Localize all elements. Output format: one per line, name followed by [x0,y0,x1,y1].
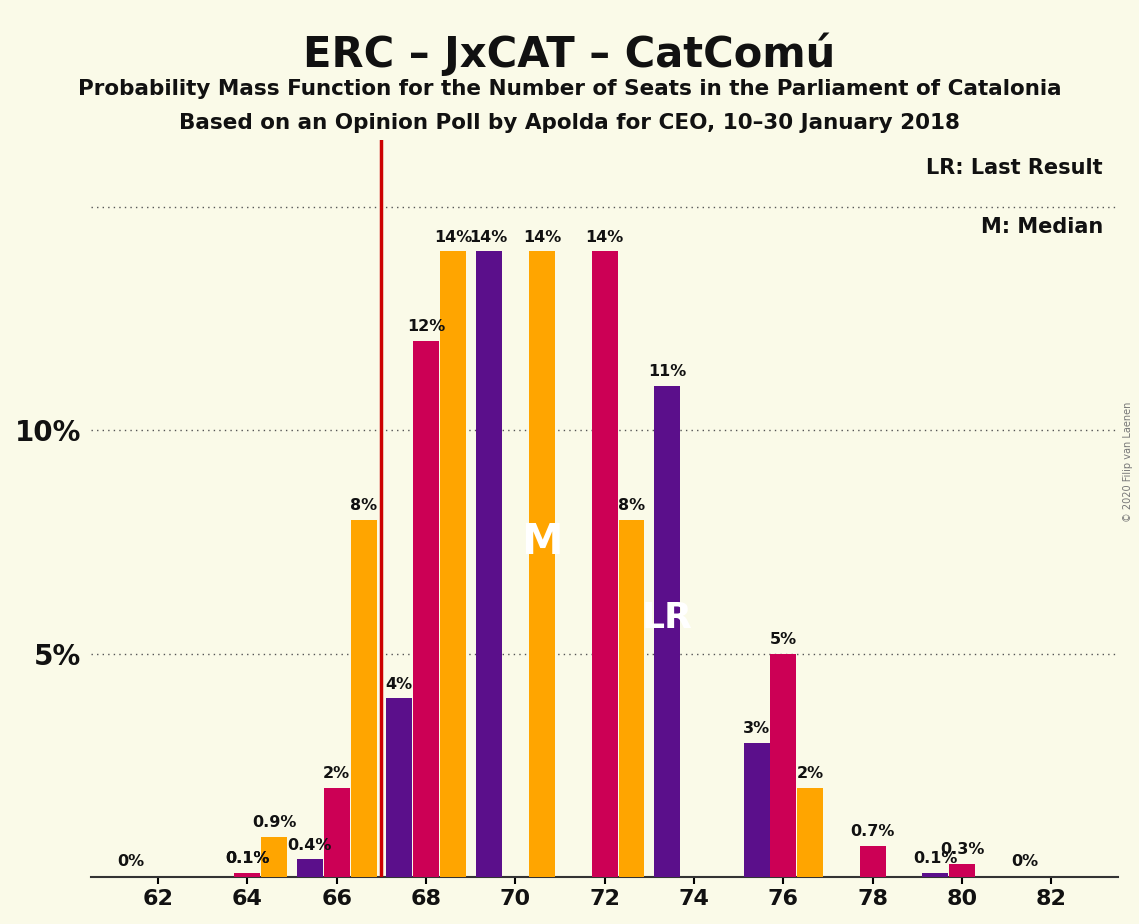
Text: 14%: 14% [434,230,472,245]
Text: 14%: 14% [523,230,562,245]
Text: 2%: 2% [796,766,823,781]
Text: LR: LR [641,601,693,635]
Text: Based on an Opinion Poll by Apolda for CEO, 10–30 January 2018: Based on an Opinion Poll by Apolda for C… [179,113,960,133]
Text: © 2020 Filip van Laenen: © 2020 Filip van Laenen [1123,402,1133,522]
Bar [440,251,466,877]
Text: 0%: 0% [1011,854,1038,869]
Bar [351,519,377,877]
Text: LR: Last Result: LR: Last Result [926,158,1103,178]
Bar [923,873,948,877]
Text: 0%: 0% [117,854,145,869]
Text: 14%: 14% [469,230,508,245]
Text: 3%: 3% [743,722,770,736]
Text: 14%: 14% [585,230,624,245]
Text: 0.3%: 0.3% [940,842,984,857]
Bar [530,251,555,877]
Text: M: Median: M: Median [981,217,1103,237]
Text: ERC – JxCAT – CatComú: ERC – JxCAT – CatComú [303,32,836,76]
Bar [618,519,645,877]
Bar [476,251,501,877]
Bar [770,653,796,877]
Bar [323,788,350,877]
Text: Probability Mass Function for the Number of Seats in the Parliament of Catalonia: Probability Mass Function for the Number… [77,79,1062,99]
Bar [797,788,823,877]
Bar [386,699,412,877]
Text: 0.1%: 0.1% [226,851,270,866]
Text: 11%: 11% [648,364,687,379]
Text: M: M [522,521,563,563]
Bar [654,385,680,877]
Bar [235,873,261,877]
Text: 2%: 2% [323,766,351,781]
Bar [235,873,261,877]
Text: 8%: 8% [350,498,377,513]
Text: 5%: 5% [770,632,797,647]
Bar [297,859,323,877]
Bar [860,845,886,877]
Bar [261,837,287,877]
Text: 4%: 4% [386,676,412,692]
Text: 0.4%: 0.4% [288,838,333,853]
Text: 8%: 8% [618,498,645,513]
Bar [949,864,975,877]
Text: 0.1%: 0.1% [913,851,958,866]
Bar [591,251,617,877]
Bar [744,743,770,877]
Text: 0.7%: 0.7% [851,824,895,839]
Text: 12%: 12% [407,319,445,334]
Text: 0.9%: 0.9% [252,815,296,831]
Text: 0.1%: 0.1% [226,851,270,866]
Bar [413,341,439,877]
